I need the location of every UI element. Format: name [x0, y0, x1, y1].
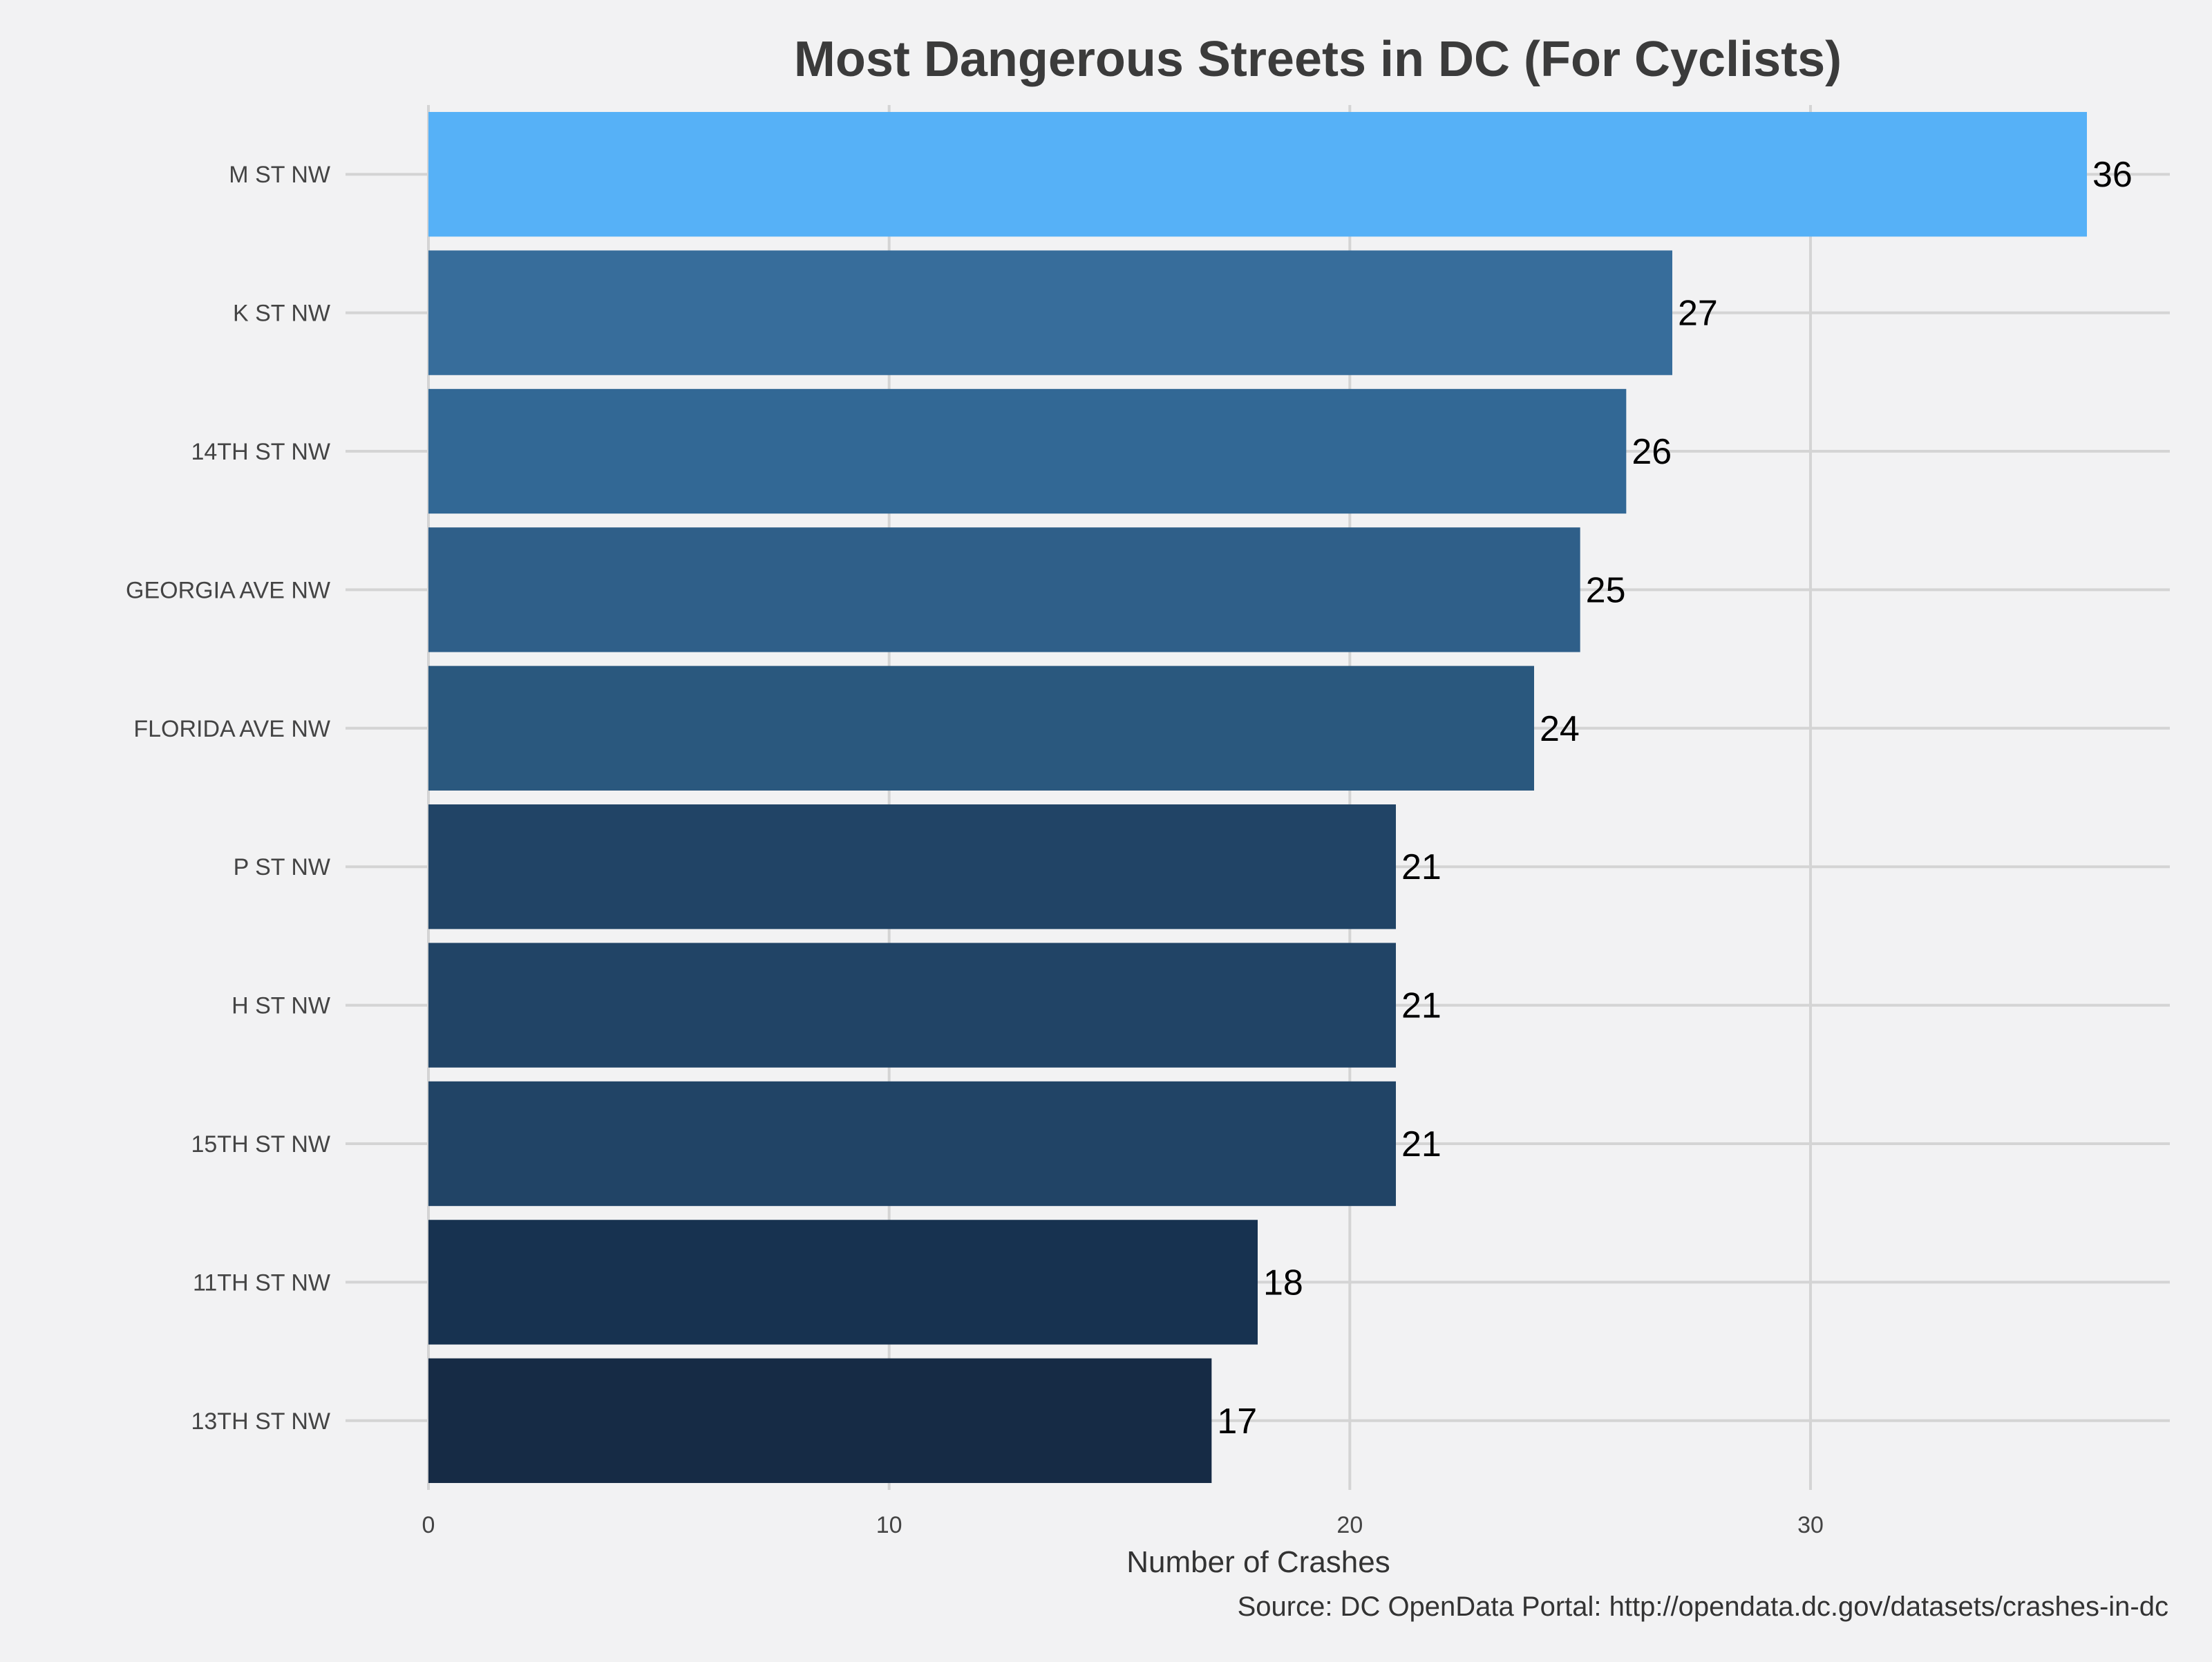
x-axis-tick-labels: 0 10 20 30 — [422, 1512, 1824, 1538]
source-caption: Source: DC OpenData Portal: http://opend… — [1238, 1592, 2168, 1622]
bar-value-label: 17 — [1217, 1401, 1257, 1442]
y-tick-label: 13TH ST NW — [191, 1408, 330, 1435]
bar — [428, 1081, 1396, 1207]
y-tick-label: GEORGIA AVE NW — [126, 577, 330, 603]
bar — [428, 527, 1580, 652]
y-tick-label: H ST NW — [231, 993, 330, 1019]
bar-value-label: 21 — [1401, 986, 1441, 1026]
x-tick-label: 0 — [422, 1512, 435, 1538]
bar-value-label: 21 — [1401, 847, 1441, 887]
y-tick-label: P ST NW — [234, 854, 330, 880]
bar-value-label: 24 — [1540, 709, 1580, 749]
bar — [428, 665, 1534, 791]
x-tick-label: 30 — [1797, 1512, 1824, 1538]
bar — [428, 1220, 1258, 1345]
y-tick-label: 11TH ST NW — [193, 1269, 330, 1296]
bar — [428, 804, 1396, 929]
bar — [428, 250, 1672, 375]
y-tick-label: 14TH ST NW — [191, 439, 330, 465]
bar — [428, 1358, 1212, 1483]
chart-title: Most Dangerous Streets in DC (For Cyclis… — [794, 32, 1842, 87]
y-axis-tick-labels: M ST NW K ST NW 14TH ST NW GEORGIA AVE NW FL… — [126, 162, 330, 1435]
bar-value-label: 27 — [1678, 294, 1718, 334]
x-axis-label: Number of Crashes — [1126, 1545, 1390, 1579]
bar — [428, 112, 2087, 237]
bars — [428, 112, 2087, 1483]
bar-value-label: 21 — [1401, 1124, 1441, 1164]
data-labels: 36 27 26 25 24 21 21 21 18 17 — [1217, 155, 2133, 1442]
bar-value-label: 25 — [1586, 570, 1626, 610]
y-tick-label: 15TH ST NW — [191, 1131, 330, 1158]
y-tick-label: FLORIDA AVE NW — [133, 716, 330, 742]
bar-value-label: 36 — [2092, 155, 2133, 195]
bar-value-label: 18 — [1263, 1263, 1303, 1303]
bar-value-label: 26 — [1632, 432, 1672, 472]
bar — [428, 388, 1627, 514]
y-tick-label: M ST NW — [229, 162, 330, 188]
x-tick-label: 20 — [1336, 1512, 1363, 1538]
bar — [428, 943, 1396, 1068]
y-tick-label: K ST NW — [233, 301, 330, 327]
x-tick-label: 10 — [876, 1512, 902, 1538]
